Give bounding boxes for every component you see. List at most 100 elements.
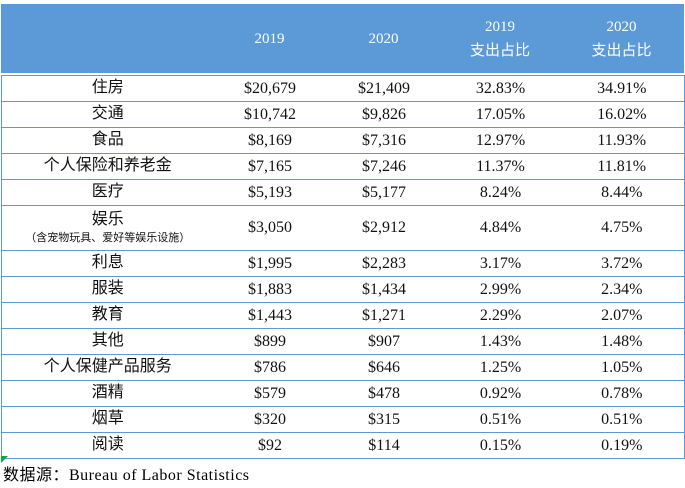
header-2020-label: 2020 <box>368 30 399 47</box>
table-body: 住房 $20,679 $21,409 32.83% 34.91% 交通 $10,742 $9,… <box>1 76 685 459</box>
value-cell: 2.99% <box>441 276 560 303</box>
green-corner-marker-icon <box>1 456 8 463</box>
value-cell: 1.43% <box>441 328 560 355</box>
category-cell: 利息 <box>1 250 214 277</box>
value-cell: $478 <box>326 380 442 407</box>
category-cell: 烟草 <box>1 406 214 433</box>
value-cell: 3.72% <box>559 250 685 277</box>
category-label: 利息 <box>91 254 124 272</box>
value-cell: $1,271 <box>326 302 442 329</box>
value-cell: $20,679 <box>244 79 296 97</box>
table-row: 利息 $1,995 $2,283 3.17% 3.72% <box>1 250 685 277</box>
category-label: 其他 <box>91 332 124 350</box>
category-cell: 教育 <box>1 302 214 329</box>
value-cell: 17.05% <box>441 101 560 128</box>
value-cell: 2.34% <box>559 276 685 303</box>
value-cell: $315 <box>326 406 442 433</box>
table-row: 烟草 $320 $315 0.51% 0.51% <box>1 406 685 433</box>
category-cell: 个人保健产品服务 <box>1 354 214 381</box>
value-cell: $1,883 <box>213 276 327 303</box>
category-cell: 交通 <box>1 101 214 128</box>
value-cell: $5,193 <box>213 179 327 206</box>
value-cell: 4.75% <box>559 205 685 251</box>
table-row: 教育 $1,443 $1,271 2.29% 2.07% <box>1 302 685 329</box>
value-cell: $8,169 <box>213 127 327 154</box>
value-cell: 2.07% <box>559 302 685 329</box>
value-cell: $2,912 <box>326 205 442 251</box>
category-cell: 食品 <box>1 127 214 154</box>
table-row: 交通 $10,742 $9,826 17.05% 16.02% <box>1 101 685 128</box>
value-cell: $7,316 <box>326 127 442 154</box>
value-cell: 32.83% <box>475 79 526 97</box>
value-cell: $3,050 <box>213 205 327 251</box>
value-cell: $7,246 <box>326 153 442 180</box>
expenditure-table: 住房 $20,679 $21,409 32.83% 34.91% 交通 $10,742 $9,… <box>1 75 685 459</box>
table-row: 个人保健产品服务 $786 $646 1.25% 1.05% <box>1 354 685 381</box>
category-note: （含宠物玩具、爱好等娱乐设施） <box>25 232 191 245</box>
header-2019-share-year: 2019 <box>485 18 515 35</box>
category-label: 娱乐 <box>91 211 124 229</box>
table-row: 娱乐 （含宠物玩具、爱好等娱乐设施） $3,050 $2,912 4.84% 4.75% <box>1 205 685 251</box>
category-cell: 娱乐 （含宠物玩具、爱好等娱乐设施） <box>1 205 214 251</box>
category-cell: 服装 <box>1 276 214 303</box>
table-row: 其他 $899 $907 1.43% 1.48% <box>1 328 685 355</box>
table-row: 医疗 $5,193 $5,177 8.24% 8.44% <box>1 179 685 206</box>
value-cell: $899 <box>213 328 327 355</box>
category-cell: 其他 <box>1 328 214 355</box>
category-cell: 医疗 <box>1 179 214 206</box>
table-row: 阅读 $92 $114 0.15% 0.19% <box>1 432 685 459</box>
category-cell: 住房 <box>2 76 214 102</box>
value-cell: 1.25% <box>441 354 560 381</box>
value-cell: 8.24% <box>441 179 560 206</box>
value-cell: 16.02% <box>559 101 685 128</box>
category-cell: 个人保险和养老金 <box>1 153 214 180</box>
header-2020-share-label: 支出占比 <box>591 42 652 59</box>
value-cell: 0.15% <box>441 432 560 459</box>
value-cell: 1.05% <box>559 354 685 381</box>
value-cell: $10,742 <box>213 101 327 128</box>
table-row: 住房 $20,679 $21,409 32.83% 34.91% <box>2 76 685 102</box>
category-label: 教育 <box>91 306 124 324</box>
header-2020-share-year: 2020 <box>606 18 637 35</box>
category-label: 个人保险和养老金 <box>43 157 172 175</box>
header-2019-label: 2019 <box>254 30 285 47</box>
value-cell: $1,434 <box>326 276 442 303</box>
header-cell-2020: 2020 <box>326 4 441 73</box>
value-cell: 0.92% <box>441 380 560 407</box>
category-cell: 阅读 <box>1 432 214 459</box>
table-row: 个人保险和养老金 $7,165 $7,246 11.37% 11.81% <box>1 153 685 180</box>
value-cell: $21,409 <box>358 79 410 97</box>
value-cell: 0.51% <box>441 406 560 433</box>
value-cell: 4.84% <box>441 205 560 251</box>
value-cell: 11.93% <box>559 127 685 154</box>
value-cell: 34.91% <box>597 79 647 97</box>
value-cell: 8.44% <box>559 179 685 206</box>
value-cell: $646 <box>326 354 442 381</box>
value-cell: $114 <box>326 432 442 459</box>
category-label: 酒精 <box>91 384 124 402</box>
value-cell: 3.17% <box>441 250 560 277</box>
value-cell: 12.97% <box>441 127 560 154</box>
value-cell: $5,177 <box>326 179 442 206</box>
header-cell-2019-share: 2019 支出占比 <box>441 4 559 73</box>
value-cell: $579 <box>213 380 327 407</box>
category-cell: 酒精 <box>1 380 214 407</box>
value-cell: $92 <box>213 432 327 459</box>
header-2019-share-label: 支出占比 <box>469 42 530 59</box>
value-cell: 0.51% <box>559 406 685 433</box>
category-label: 住房 <box>91 79 124 97</box>
table-header-row: 2019 2020 2019 支出占比 2020 支出占比 <box>1 4 684 73</box>
category-label: 交通 <box>91 105 124 123</box>
category-label: 个人保健产品服务 <box>43 358 172 376</box>
data-source-note: 数据源：Bureau of Labor Statistics <box>3 467 250 484</box>
value-cell: $9,826 <box>326 101 442 128</box>
category-label: 服装 <box>91 280 124 298</box>
value-cell: 2.29% <box>441 302 560 329</box>
value-cell: 0.19% <box>559 432 685 459</box>
value-cell: $1,995 <box>213 250 327 277</box>
category-label: 烟草 <box>91 410 124 428</box>
value-cell: $1,443 <box>213 302 327 329</box>
category-label: 医疗 <box>91 183 124 201</box>
value-cell: $320 <box>213 406 327 433</box>
category-label: 食品 <box>91 131 124 149</box>
